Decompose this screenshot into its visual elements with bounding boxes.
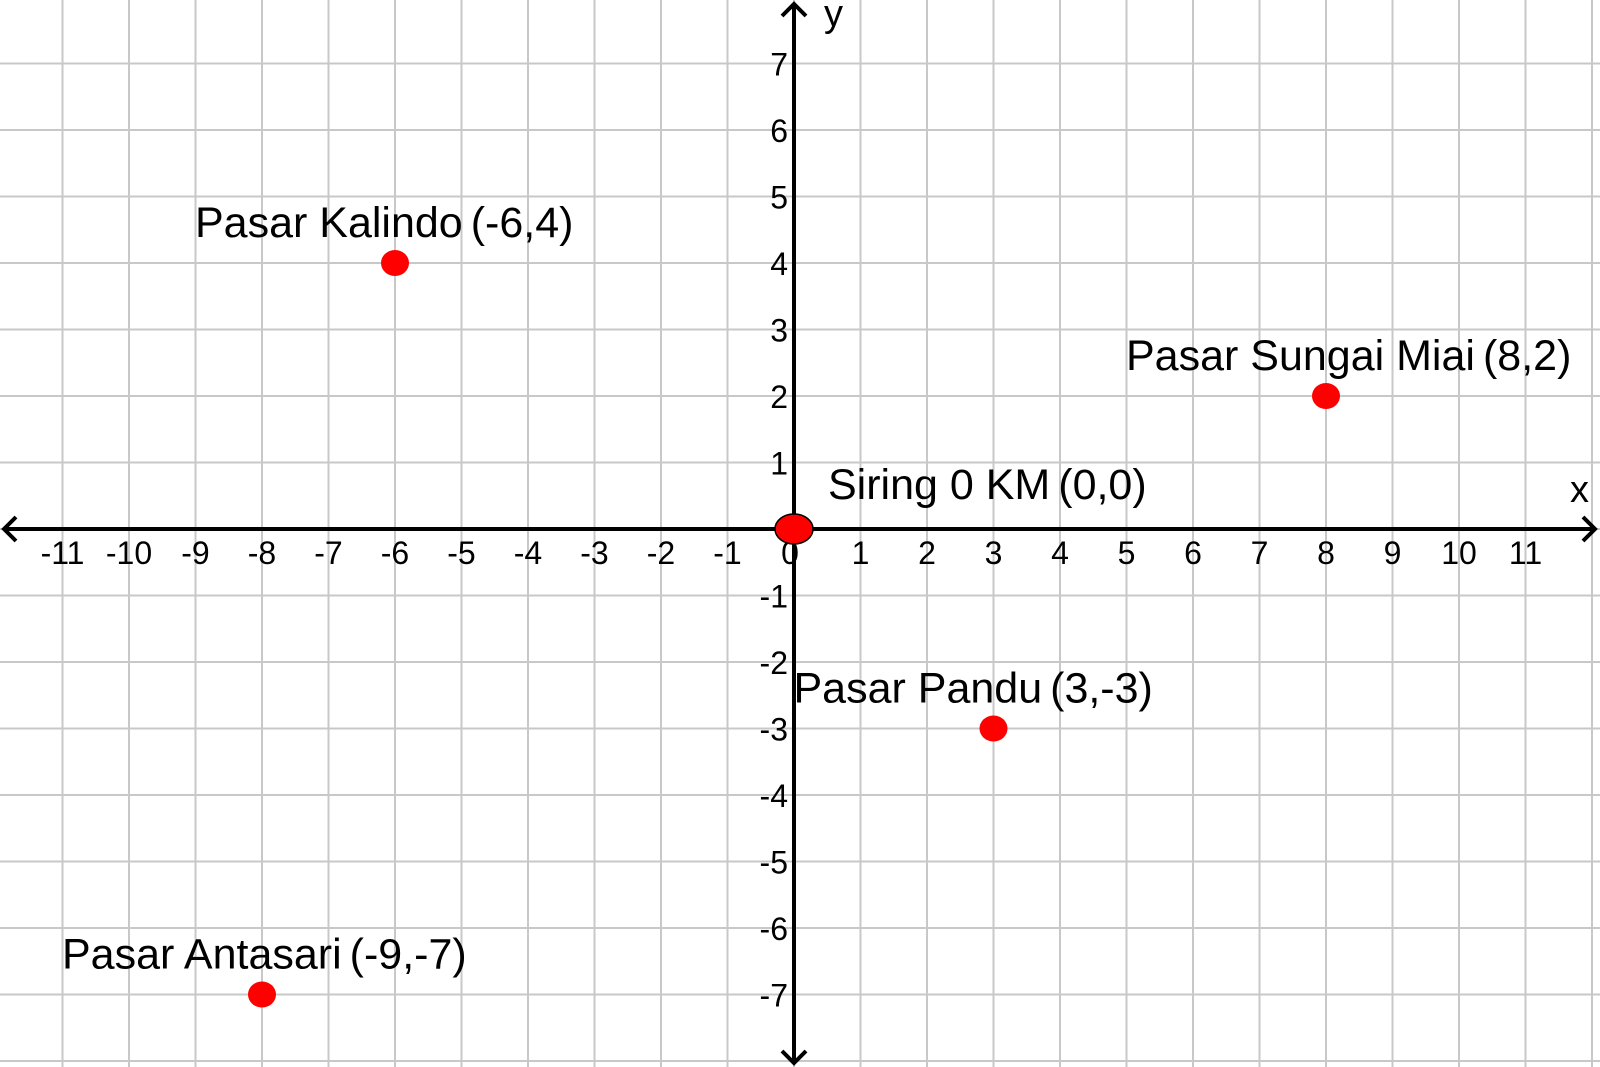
x-tick-label: 9 [1384, 535, 1402, 571]
point-label-kalindo: Pasar Kalindo (-6,4) [195, 199, 573, 247]
tick-labels: -11 -10 -9 -8 -7 -6 -5 -4 -3 -2 -1 0 1 2 3 4 5 6 7 8 9 10 1176… [41, 47, 1543, 1014]
x-tick-label: 2 [918, 535, 936, 571]
point-siring [774, 513, 814, 545]
point-label-antasari: Pasar Antasari (-9,-7) [62, 931, 467, 979]
x-tick-label: -3 [580, 535, 608, 571]
point-coordinate: (-9,-7) [350, 931, 467, 979]
y-tick-label: -6 [760, 911, 788, 947]
point-name: Pasar Pandu [794, 665, 1043, 713]
x-tick-label: 7 [1251, 535, 1269, 571]
y-axis-arrow-top [780, 1, 808, 18]
y-tick-label: 1 [770, 446, 788, 482]
point-name: Siring 0 KM [828, 461, 1050, 509]
point-antasari [248, 981, 276, 1008]
x-tick-label: -5 [447, 535, 475, 571]
y-tick-label: 3 [770, 313, 788, 349]
y-tick-label: -3 [760, 712, 788, 748]
x-tick-label: -11 [41, 535, 85, 571]
x-tick-label: 3 [985, 535, 1003, 571]
x-tick-label: 10 [1441, 535, 1477, 571]
y-axis-label: y [824, 0, 843, 35]
y-tick-label: 5 [770, 180, 788, 216]
y-tick-label: -2 [760, 645, 788, 681]
y-tick-label: -5 [760, 845, 788, 881]
y-tick-label: 7 [770, 47, 788, 83]
point-name: Pasar Sungai Miai [1126, 332, 1475, 380]
point-coordinate: (3,-3) [1050, 665, 1153, 713]
x-tick-label: -6 [381, 535, 409, 571]
point-label-pandu: Pasar Pandu (3,-3) [794, 665, 1153, 713]
x-axis-arrow-left [1, 515, 18, 543]
point-name: Pasar Antasari [62, 931, 342, 979]
x-tick-label: 8 [1317, 535, 1335, 571]
x-tick-label: -4 [514, 535, 542, 571]
point-coordinate: (0,0) [1058, 461, 1146, 509]
x-tick-label: 1 [852, 535, 870, 571]
y-tick-label: 6 [770, 113, 788, 149]
point-sungai-miai [1312, 383, 1340, 409]
data-points: Pasar Kalindo (-6,4) Pasar Sungai Miai (8,2… [62, 199, 1571, 1008]
x-tick-label: -10 [106, 535, 152, 571]
y-tick-label: -1 [760, 579, 788, 615]
point-label-siring: Siring 0 KM (0,0) [828, 461, 1147, 509]
point-label-sungai-miai: Pasar Sungai Miai (8,2) [1126, 332, 1571, 380]
x-tick-label: 11 [1509, 535, 1542, 571]
x-tick-label: -8 [248, 535, 276, 571]
y-tick-label: -4 [760, 778, 788, 814]
y-axis-arrow-bottom [780, 1049, 808, 1066]
x-tick-label: 5 [1118, 535, 1136, 571]
y-tick-label: -7 [760, 978, 788, 1014]
x-axis-arrow-right [1581, 515, 1598, 543]
point-coordinate: (8,2) [1483, 332, 1571, 380]
point-coordinate: (-6,4) [471, 199, 574, 247]
y-tick-label: 4 [770, 246, 788, 282]
point-kalindo [381, 250, 409, 276]
x-axis-label: x [1570, 469, 1589, 511]
x-tick-label: -7 [314, 535, 342, 571]
x-tick-label: 4 [1051, 535, 1069, 571]
point-name: Pasar Kalindo [195, 199, 463, 247]
x-tick-label: -2 [647, 535, 675, 571]
x-tick-label: 6 [1184, 535, 1202, 571]
x-tick-label: -1 [713, 535, 741, 571]
x-tick-label: -9 [181, 535, 209, 571]
point-pandu [979, 715, 1008, 742]
y-tick-label: 2 [770, 379, 788, 415]
